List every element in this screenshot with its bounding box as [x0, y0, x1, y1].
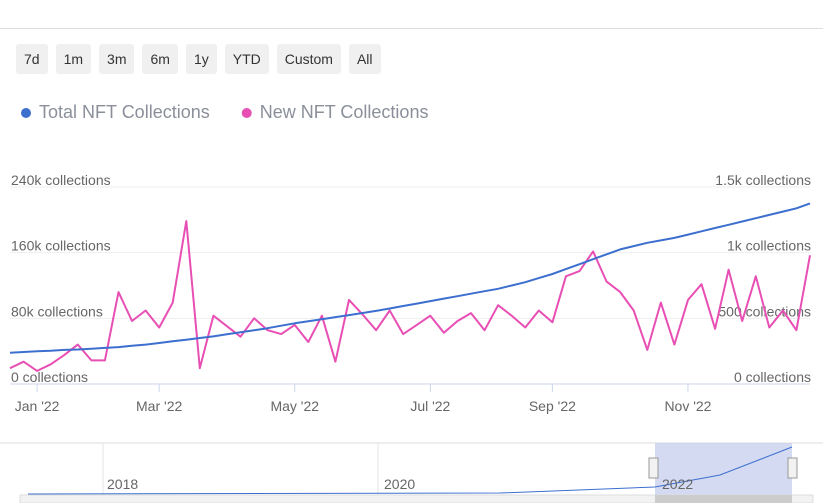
- legend-label: New NFT Collections: [260, 102, 429, 122]
- range-button[interactable]: 1y: [185, 44, 217, 74]
- navigator-handle[interactable]: [787, 457, 798, 479]
- legend-marker: [21, 108, 31, 118]
- x-tick-label: Jan '22: [15, 398, 60, 414]
- x-tick-label: Mar '22: [136, 398, 182, 414]
- y-tick-label: 160k collections: [11, 238, 111, 254]
- y2-tick-label: 1.5k collections: [715, 172, 811, 188]
- range-button[interactable]: 6m: [142, 44, 178, 74]
- navigator-handle[interactable]: [648, 457, 659, 479]
- x-tick-label: Jul '22: [410, 398, 450, 414]
- navigator-label: 2018: [107, 476, 138, 492]
- range-buttons: 7d 1m 3m 6m 1y YTD Custom All: [16, 44, 381, 74]
- line-series: [9, 202, 811, 354]
- navigator-line: [27, 446, 793, 495]
- y2-tick-label: 0 collections: [734, 369, 811, 385]
- legend-marker: [241, 108, 252, 118]
- scrollbar[interactable]: [19, 494, 814, 503]
- range-button[interactable]: 7d: [16, 44, 48, 74]
- navigator-selection[interactable]: [655, 443, 792, 495]
- x-tick-label: May '22: [270, 398, 319, 414]
- line-series: [9, 220, 811, 372]
- range-button[interactable]: 1m: [55, 44, 92, 74]
- x-tick-label: Sep '22: [529, 398, 576, 414]
- legend-label: Total NFT Collections: [39, 102, 210, 122]
- legend-item[interactable]: New NFT Collections: [241, 102, 429, 122]
- y-tick-label: 0 collections: [11, 369, 88, 385]
- y-tick-label: 240k collections: [11, 172, 111, 188]
- y2-tick-label: 1k collections: [727, 238, 811, 254]
- x-tick-label: Nov '22: [664, 398, 711, 414]
- navigator-label: 2020: [384, 476, 415, 492]
- range-button[interactable]: 3m: [99, 44, 135, 74]
- legend-item[interactable]: Total NFT Collections: [21, 102, 210, 122]
- divider: [0, 28, 823, 29]
- navigator-label: 2022: [662, 476, 693, 492]
- range-button[interactable]: YTD: [224, 44, 269, 74]
- scrollbar-thumb[interactable]: [655, 495, 792, 503]
- range-button[interactable]: All: [348, 44, 381, 74]
- range-button[interactable]: Custom: [276, 44, 341, 74]
- y-tick-label: 80k collections: [11, 303, 103, 319]
